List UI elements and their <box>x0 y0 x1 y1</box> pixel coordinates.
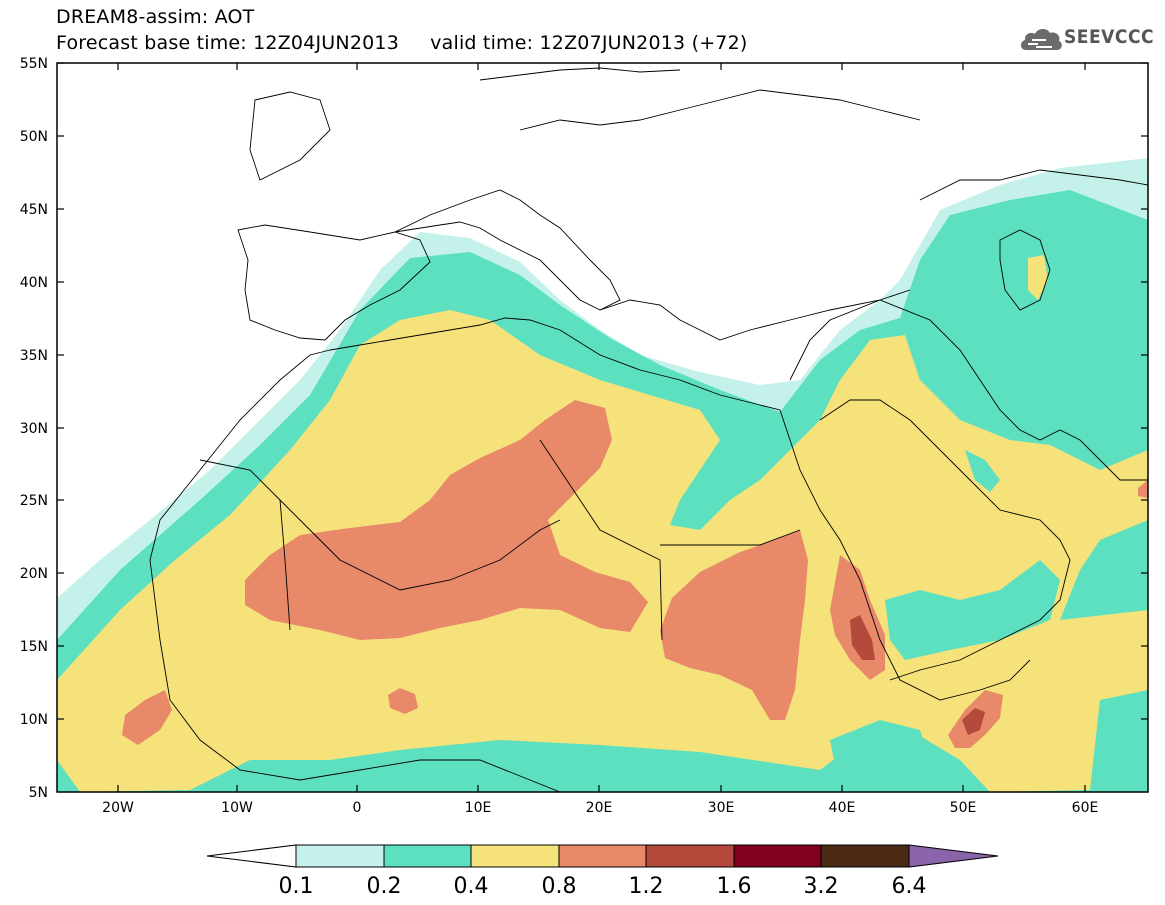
colorbar-label: 0.4 <box>454 874 489 899</box>
lat-tick-label: 15N <box>20 639 48 655</box>
colorbar-box <box>470 844 560 868</box>
colorbar-box <box>295 844 385 868</box>
colorbar-over-arrow <box>908 844 999 868</box>
lon-tick-label: 20E <box>586 800 613 816</box>
lon-tick-label: 60E <box>1072 800 1099 816</box>
colorbar-label: 0.8 <box>542 874 577 899</box>
lat-tick-label: 35N <box>20 348 48 364</box>
aot-band-0.2-africa <box>830 720 930 792</box>
aot-band-0.8-senegal <box>122 690 172 745</box>
coastlines <box>149 67 1148 792</box>
seevccc-logo: SEEVCCC <box>1018 24 1155 54</box>
lat-tick-label: 45N <box>20 202 48 218</box>
colorbar: 0.1 0.2 0.4 0.8 1.2 1.6 3.2 6.4 <box>206 844 999 899</box>
colorbar-label: 3.2 <box>804 874 839 899</box>
aot-band-1.2-b <box>962 708 985 735</box>
lon-tick-label: 40E <box>829 800 856 816</box>
lat-tick-label: 10N <box>20 712 48 728</box>
lon-tick-label: 0 <box>353 800 362 816</box>
lon-tick-label: 30E <box>708 800 735 816</box>
lon-tick-label: 10E <box>465 800 492 816</box>
aot-field <box>57 67 1148 792</box>
cloud-icon <box>1020 28 1062 50</box>
colorbar-box <box>733 844 822 868</box>
logo-text: SEEVCCC <box>1064 26 1155 48</box>
lat-tick-label: 55N <box>20 56 48 72</box>
map-title: DREAM8-assim: AOT <box>56 6 255 28</box>
lat-tick-label: 5N <box>29 785 48 801</box>
colorbar-box <box>820 844 910 868</box>
lon-tick-label: 20W <box>102 800 134 816</box>
colorbar-box <box>645 844 735 868</box>
lat-tick-label: 30N <box>20 421 48 437</box>
colorbar-label: 1.2 <box>629 874 664 899</box>
aot-band-0.4-caspian <box>1028 255 1048 300</box>
lat-tick-label: 25N <box>20 493 48 509</box>
lat-tick-label: 50N <box>20 129 48 145</box>
colorbar-box <box>558 844 647 868</box>
aot-band-0.2-arabiansea <box>885 560 1060 660</box>
aot-band-0.8-west <box>245 400 648 640</box>
lon-tick-label: 10W <box>221 800 253 816</box>
aot-band-0.8-nigeria <box>388 688 418 714</box>
aot-band-0.8-gulf <box>1138 480 1148 498</box>
lon-axis: 20W 10W 0 10E 20E 30E 40E 50E 60E <box>102 63 1098 816</box>
lat-axis: 55N 50N 45N 40N 35N 30N 25N 20N 15N 10N … <box>20 56 1148 801</box>
colorbar-box <box>383 844 472 868</box>
lat-tick-label: 20N <box>20 566 48 582</box>
colorbar-label: 6.4 <box>892 874 927 899</box>
colorbar-label: 0.2 <box>367 874 402 899</box>
forecast-time-subtitle: Forecast base time: 12Z04JUN2013 valid t… <box>56 32 748 54</box>
lat-tick-label: 40N <box>20 275 48 291</box>
aot-band-1.2 <box>850 615 875 660</box>
colorbar-label: 0.1 <box>279 874 314 899</box>
lon-tick-label: 50E <box>950 800 977 816</box>
aot-band-0.8-east <box>660 530 808 720</box>
colorbar-under-arrow <box>206 844 297 868</box>
aot-band-0.2-gulf <box>965 450 1000 492</box>
colorbar-label: 1.6 <box>717 874 752 899</box>
